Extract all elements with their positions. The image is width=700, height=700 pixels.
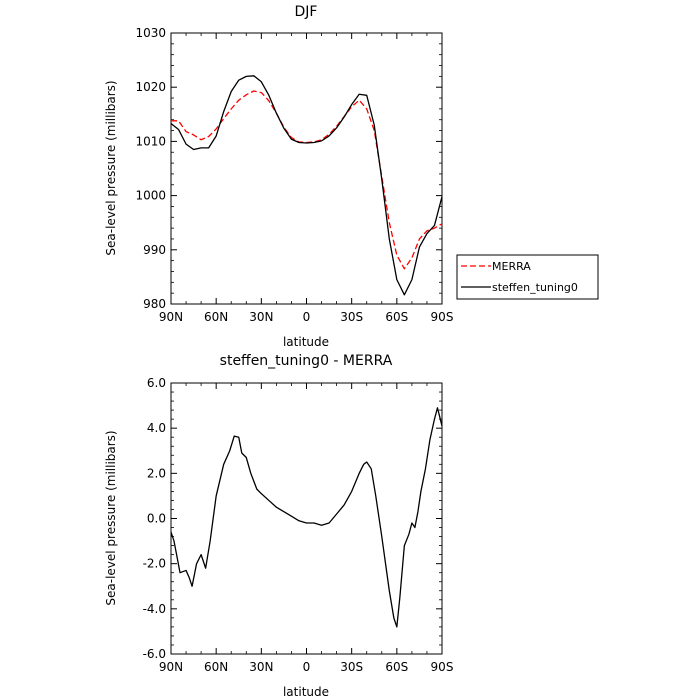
y-tick-label: 1030 [135,26,166,40]
x-tick-label: 30N [249,310,273,324]
x-axis: 90N 60N 30N 0 30S 60S 90S [159,383,454,674]
legend-box [456,254,599,300]
legend-label-steffen: steffen_tuning0 [492,281,578,294]
x-axis-title: latitude [283,335,329,349]
y-tick-label: 0.0 [147,512,166,526]
x-tick-label: 90S [431,660,454,674]
x-tick-label: 60S [385,310,408,324]
plot-frame [170,382,443,655]
panel-difference: steffen_tuning0 - MERRA -6.0 -4.0 -2.0 0.0 2… [104,353,453,699]
x-tick-label: 30S [340,660,363,674]
x-tick-label: 90N [159,310,183,324]
series-line-0 [171,90,443,270]
x-axis-title: latitude [283,685,329,699]
series-line-0 [170,407,443,628]
y-tick-label: 990 [143,243,166,257]
y-tick-label: 980 [143,297,166,311]
y-tick-label: 2.0 [147,466,166,480]
y-tick-label: 4.0 [147,421,166,435]
x-tick-label: 90S [431,310,454,324]
y-tick-label: 1020 [135,80,166,94]
x-tick-label: 90N [159,660,183,674]
plot-frame [170,32,443,305]
x-tick-label: 0 [303,310,311,324]
y-tick-label: 1010 [135,134,166,148]
legend-label-merra: MERRA [492,260,531,273]
y-axis-title: Sea-level pressure (millibars) [104,430,118,605]
series-line-1 [170,75,443,296]
y-tick-label: -2.0 [143,557,166,571]
series-group [170,75,443,296]
panel-djf: DJF 980 990 1000 1010 1020 1030 90N 60N 30N 0 30S… [104,4,599,349]
y-tick-label: -6.0 [143,647,166,661]
series-group [170,407,443,628]
x-axis: 90N 60N 30N 0 30S 60S 90S [159,33,454,324]
y-axis: -6.0 -4.0 -2.0 0.0 2.0 4.0 6.0 [143,376,442,661]
y-tick-label: -4.0 [143,602,166,616]
x-tick-label: 60S [385,660,408,674]
y-axis: 980 990 1000 1010 1020 1030 [135,26,442,311]
x-tick-label: 30S [340,310,363,324]
legend: MERRA steffen_tuning0 [456,254,599,300]
x-tick-label: 0 [303,660,311,674]
x-tick-label: 60N [204,310,228,324]
y-tick-label: 1000 [135,189,166,203]
x-tick-label: 30N [249,660,273,674]
x-tick-label: 60N [204,660,228,674]
y-axis-title: Sea-level pressure (millibars) [104,80,118,255]
chart-title: DJF [295,4,318,20]
y-tick-label: 6.0 [147,376,166,390]
chart-title: steffen_tuning0 - MERRA [220,353,393,369]
